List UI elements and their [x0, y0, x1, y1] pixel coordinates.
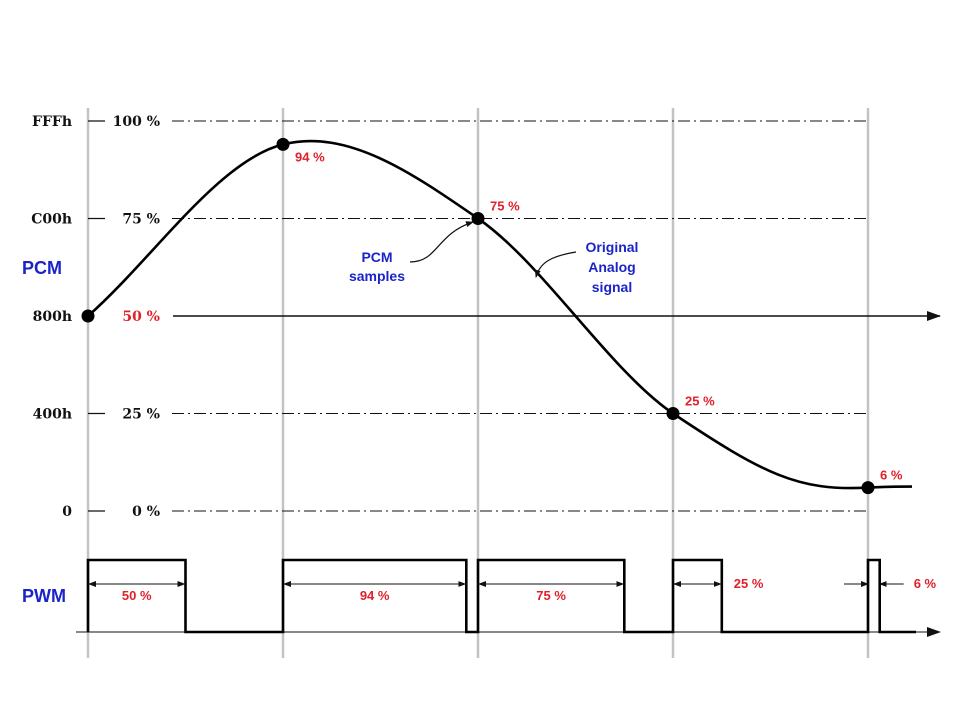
level-hex-label-4: 400h: [33, 407, 72, 423]
pwm-duty-label-5: 6 %: [914, 576, 937, 591]
level-percent-label-1: 100 %: [113, 114, 160, 130]
analog-text-line2: Analog: [588, 259, 635, 275]
level-percent-label-4: 25 %: [122, 407, 160, 423]
pcm-samples-text-line1: PCM: [361, 249, 392, 265]
pwm-duty-label-2: 94 %: [360, 588, 390, 603]
pcm-samples-pointer: [409, 221, 474, 263]
pwm-duty-label-1: 50 %: [122, 588, 152, 603]
pcm-sample-label-2: 94 %: [295, 149, 325, 164]
level-percent-label-3: 50 %: [122, 309, 160, 325]
level-hex-label-3: 800h: [33, 309, 72, 325]
pwm-signal-line: [86, 558, 916, 634]
analog-signal-curve: [87, 139, 913, 490]
pcm-samples-text-line2: samples: [349, 268, 405, 284]
level-hex-label-1: FFFh: [32, 114, 72, 130]
level-hex-label-2: C00h: [31, 212, 72, 228]
pcm-sample-points: 94 % 75 % 25 % 6 %: [81, 137, 903, 495]
level-percent-label-2: 75 %: [122, 212, 160, 228]
pcm-sample-point-5: [861, 481, 875, 495]
pwm-duty-label-4: 25 %: [734, 576, 764, 591]
analog-signal-annotation: Original Analog signal: [534, 239, 639, 295]
pwm-duty-label-3: 75 %: [536, 588, 566, 603]
pwm-signal-label: PWM: [22, 586, 66, 606]
analog-text-line1: Original: [586, 239, 639, 255]
level-labels: FFFh 100 % C00h 75 % 800h 50 % 400h 25 % 0 0 %: [31, 114, 160, 520]
pwm-waveform: 50 % 94 % 75 % 25 % 6 %: [76, 558, 941, 637]
level-lines: [88, 120, 941, 512]
analog-text-line3: signal: [592, 279, 632, 295]
level-hex-label-5: 0: [62, 504, 72, 520]
analog-pointer: [534, 251, 577, 278]
pcm-sample-point-1: [81, 309, 95, 323]
pcm-sample-label-3: 75 %: [490, 199, 520, 214]
pcm-samples-annotation: PCM samples: [349, 221, 474, 284]
pcm-signal-label: PCM: [22, 258, 62, 278]
pcm-sample-label-5: 6 %: [880, 468, 903, 483]
pcm-sample-point-3: [471, 212, 485, 225]
pcm-sample-label-4: 25 %: [685, 394, 715, 409]
pcm-sample-point-2: [276, 137, 290, 151]
pcm-sample-point-4: [666, 407, 680, 420]
level-percent-label-5: 0 %: [132, 504, 160, 520]
